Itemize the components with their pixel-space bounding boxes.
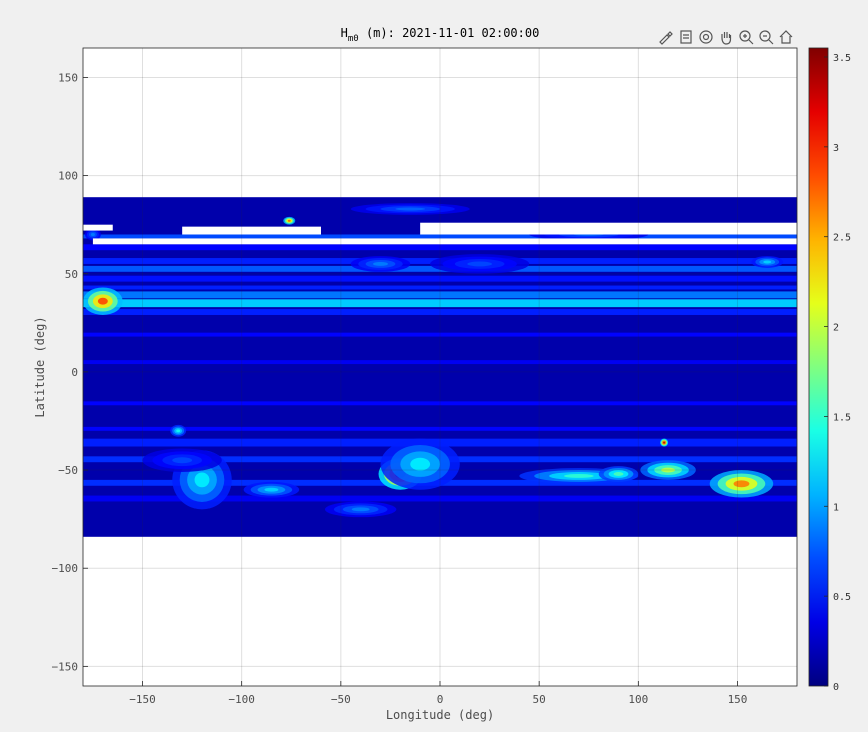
land-mask [92, 238, 797, 245]
grid-lines [83, 48, 797, 686]
x-tick-label: 100 [628, 693, 648, 706]
wave-height-patch [763, 260, 772, 264]
zoom-out-button[interactable] [757, 28, 775, 46]
land-mask [420, 222, 797, 235]
latitude-band [83, 285, 797, 290]
axis-ticks: −150 −100 −50 0 50 100 150 150 100 50 0 −50 −100 −150 [52, 71, 748, 706]
x-axis-label: Longitude (deg) [386, 708, 494, 722]
wave-height-patch [287, 219, 291, 222]
rotate-button[interactable] [697, 28, 715, 46]
wave-height-patch [90, 233, 95, 236]
land-mask [83, 224, 113, 231]
home-icon [779, 30, 793, 44]
x-tick-label: −50 [331, 693, 351, 706]
latitude-band [83, 332, 797, 337]
title-rest: (m): 2021-11-01 02:00:00 [359, 26, 540, 40]
latitude-band [83, 495, 797, 502]
x-tick-label: 50 [533, 693, 546, 706]
x-tick-label: −100 [228, 693, 255, 706]
wave-height-patch [172, 457, 193, 464]
latitude-band [83, 291, 797, 299]
legend-icon [680, 30, 692, 44]
wave-height-patch [395, 207, 426, 211]
heatmap-layer [83, 197, 797, 537]
home-button[interactable] [777, 28, 795, 46]
latitude-band [83, 309, 797, 315]
latitude-band [83, 360, 797, 365]
wave-height-patch [613, 472, 624, 476]
colorbar-ticks: 0 0.5 1 1.5 2 2.5 3 3.5 [824, 53, 851, 693]
y-tick-label: 100 [58, 170, 78, 183]
x-tick-label: −150 [129, 693, 156, 706]
latitude-band [83, 426, 797, 431]
y-tick-label: −150 [52, 660, 79, 673]
rotate-icon [699, 30, 713, 44]
latitude-band [83, 299, 797, 308]
colorbar-tick-label: 1.5 [833, 412, 851, 423]
wave-height-patch [410, 457, 431, 471]
wave-height-patch [733, 480, 750, 488]
y-tick-label: −100 [52, 562, 79, 575]
zoom-out-icon [759, 30, 774, 45]
colorbar-tick-label: 3 [833, 143, 839, 154]
y-tick-label: 50 [65, 268, 78, 281]
latitude-band [83, 275, 797, 282]
legend-button[interactable] [677, 28, 695, 46]
latitude-band [83, 401, 797, 406]
latitude-band [83, 244, 797, 251]
chart-title: Hm0 (m): 2021-11-01 02:00:00 [341, 26, 540, 44]
brush-icon [659, 31, 673, 45]
title-symbol: H [341, 26, 348, 40]
colorbar-tick-label: 2.5 [833, 233, 851, 244]
wave-height-patch [194, 472, 210, 488]
latitude-band [83, 234, 797, 239]
title-subscript: m0 [348, 34, 359, 44]
wave-height-patch [563, 473, 594, 478]
wave-height-patch [467, 261, 493, 267]
y-tick-label: −50 [58, 464, 78, 477]
wave-height-patch [351, 507, 370, 512]
zoom-in-button[interactable] [737, 28, 755, 46]
wave-height-patch [97, 297, 108, 305]
colorbar-tick-label: 0 [833, 682, 839, 693]
pan-icon [721, 32, 732, 45]
colorbar-tick-label: 3.5 [833, 53, 851, 64]
colorbar [808, 47, 829, 687]
colorbar-tick-label: 2 [833, 323, 839, 334]
zoom-in-icon [739, 30, 754, 45]
x-tick-label: 150 [728, 693, 748, 706]
wave-height-patch [264, 487, 279, 492]
wave-height-patch [176, 429, 181, 433]
colorbar-tick-label: 1 [833, 502, 839, 513]
brush-button[interactable] [657, 28, 675, 46]
x-tick-label: 0 [437, 693, 444, 706]
colorbar-tick-label: 0.5 [833, 592, 851, 603]
land-mask [182, 226, 321, 235]
wave-height-patch [661, 467, 676, 473]
wave-height-patch [373, 261, 388, 266]
y-tick-label: 150 [58, 71, 78, 84]
y-tick-label: 0 [71, 366, 78, 379]
pan-button[interactable] [717, 28, 735, 46]
wave-height-patch [663, 441, 666, 444]
y-axis-label: Latitude (deg) [33, 316, 47, 417]
axes-toolbar [657, 28, 795, 46]
